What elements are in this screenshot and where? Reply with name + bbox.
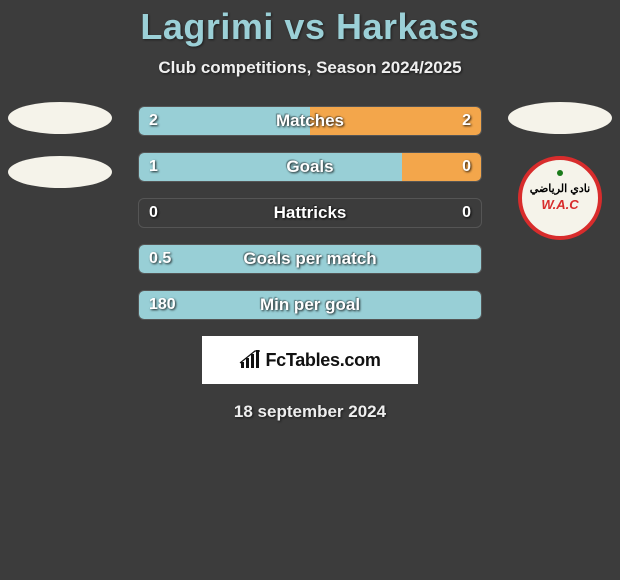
stat-label: Goals <box>139 153 481 181</box>
comparison-block: نادي الرياضي W.A.C 2Matches21Goals00Hatt… <box>0 106 620 320</box>
stat-label: Matches <box>139 107 481 135</box>
stat-label: Min per goal <box>139 291 481 319</box>
stat-value-right: 0 <box>462 199 471 227</box>
bar-chart-icon <box>239 350 261 370</box>
club-logo-arabic: نادي الرياضي <box>530 184 590 195</box>
page-subtitle: Club competitions, Season 2024/2025 <box>0 58 620 78</box>
right-badge-1 <box>508 102 612 134</box>
stat-value-right: 0 <box>462 153 471 181</box>
footer-date: 18 september 2024 <box>0 402 620 422</box>
right-club-logo: نادي الرياضي W.A.C <box>518 156 602 240</box>
stat-row: 1Goals0 <box>138 152 482 182</box>
club-logo-acronym: W.A.C <box>541 197 578 212</box>
right-player-badges: نادي الرياضي W.A.C <box>500 102 620 240</box>
left-badge-1 <box>8 102 112 134</box>
left-player-badges <box>0 102 120 210</box>
left-badge-2 <box>8 156 112 188</box>
stats-table: 2Matches21Goals00Hattricks00.5Goals per … <box>138 106 482 320</box>
stat-label: Goals per match <box>139 245 481 273</box>
stat-row: 0.5Goals per match <box>138 244 482 274</box>
stat-row: 0Hattricks0 <box>138 198 482 228</box>
stat-label: Hattricks <box>139 199 481 227</box>
branding-box: FcTables.com <box>202 336 418 384</box>
stat-value-right: 2 <box>462 107 471 135</box>
star-icon <box>557 170 563 176</box>
page-title: Lagrimi vs Harkass <box>0 0 620 48</box>
stat-row: 180Min per goal <box>138 290 482 320</box>
stat-row: 2Matches2 <box>138 106 482 136</box>
branding-text: FcTables.com <box>265 350 380 371</box>
